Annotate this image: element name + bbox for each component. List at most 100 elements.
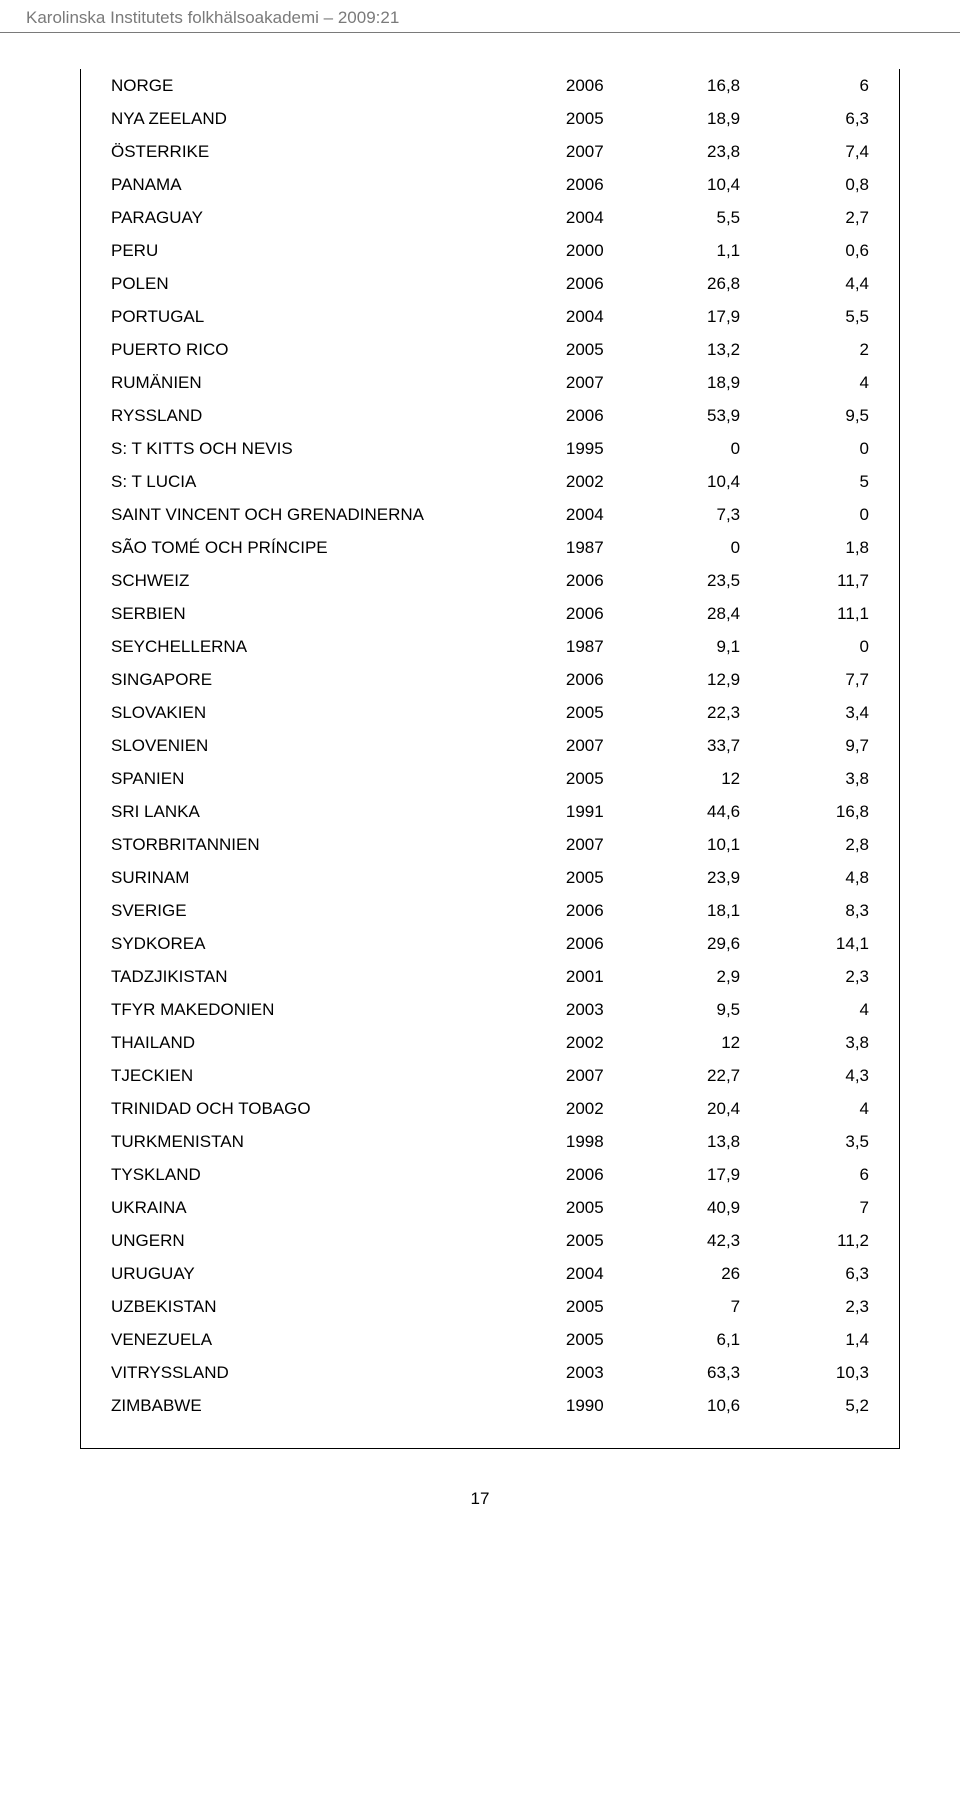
table-cell-country: SAINT VINCENT OCH GRENADINERNA — [111, 498, 475, 531]
table-row: SERBIEN200628,411,1 — [111, 597, 869, 630]
table-cell-country: SCHWEIZ — [111, 564, 475, 597]
table-cell-value2: 2,7 — [740, 201, 869, 234]
table-row: SAINT VINCENT OCH GRENADINERNA20047,30 — [111, 498, 869, 531]
table-cell-country: TRINIDAD OCH TOBAGO — [111, 1092, 475, 1125]
table-cell-year: 2007 — [475, 828, 604, 861]
table-cell-year: 2007 — [475, 729, 604, 762]
table-cell-value1: 18,1 — [604, 894, 740, 927]
table-cell-value2: 4,3 — [740, 1059, 869, 1092]
table-cell-value1: 17,9 — [604, 1158, 740, 1191]
table-cell-country: SYDKOREA — [111, 927, 475, 960]
table-cell-value2: 3,4 — [740, 696, 869, 729]
table-cell-year: 2005 — [475, 1191, 604, 1224]
table-cell-value2: 6 — [740, 69, 869, 102]
table-row: URUGUAY2004266,3 — [111, 1257, 869, 1290]
table-row: UNGERN200542,311,2 — [111, 1224, 869, 1257]
table-cell-value1: 10,6 — [604, 1389, 740, 1422]
table-row: SRI LANKA199144,616,8 — [111, 795, 869, 828]
table-cell-year: 2005 — [475, 696, 604, 729]
table-cell-country: SVERIGE — [111, 894, 475, 927]
table-row: PANAMA200610,40,8 — [111, 168, 869, 201]
table-row: SÃO TOMÉ OCH PRÍNCIPE198701,8 — [111, 531, 869, 564]
table-cell-year: 2006 — [475, 267, 604, 300]
table-cell-value1: 13,8 — [604, 1125, 740, 1158]
table-row: SCHWEIZ200623,511,7 — [111, 564, 869, 597]
table-cell-country: TYSKLAND — [111, 1158, 475, 1191]
table-cell-value1: 40,9 — [604, 1191, 740, 1224]
table-cell-year: 1990 — [475, 1389, 604, 1422]
data-table-container: NORGE200616,86NYA ZEELAND200518,96,3ÖSTE… — [80, 69, 900, 1449]
table-cell-value1: 7 — [604, 1290, 740, 1323]
table-cell-country: SERBIEN — [111, 597, 475, 630]
table-cell-year: 2006 — [475, 894, 604, 927]
table-cell-country: UZBEKISTAN — [111, 1290, 475, 1323]
table-row: ZIMBABWE199010,65,2 — [111, 1389, 869, 1422]
table-cell-year: 2003 — [475, 1356, 604, 1389]
table-row: S: T LUCIA200210,45 — [111, 465, 869, 498]
table-cell-value2: 4,4 — [740, 267, 869, 300]
table-row: THAILAND2002123,8 — [111, 1026, 869, 1059]
table-cell-country: POLEN — [111, 267, 475, 300]
table-cell-value1: 12,9 — [604, 663, 740, 696]
table-cell-year: 2003 — [475, 993, 604, 1026]
table-row: SINGAPORE200612,97,7 — [111, 663, 869, 696]
table-cell-country: ÖSTERRIKE — [111, 135, 475, 168]
table-cell-value2: 16,8 — [740, 795, 869, 828]
table-cell-value2: 5 — [740, 465, 869, 498]
table-cell-year: 1987 — [475, 531, 604, 564]
table-cell-country: TFYR MAKEDONIEN — [111, 993, 475, 1026]
data-table: NORGE200616,86NYA ZEELAND200518,96,3ÖSTE… — [111, 69, 869, 1422]
table-cell-value2: 3,8 — [740, 762, 869, 795]
table-cell-year: 2007 — [475, 135, 604, 168]
table-row: S: T KITTS OCH NEVIS199500 — [111, 432, 869, 465]
table-cell-value1: 10,4 — [604, 465, 740, 498]
table-cell-year: 2000 — [475, 234, 604, 267]
table-row: TRINIDAD OCH TOBAGO200220,44 — [111, 1092, 869, 1125]
table-cell-value2: 2 — [740, 333, 869, 366]
table-cell-value1: 5,5 — [604, 201, 740, 234]
table-cell-country: UKRAINA — [111, 1191, 475, 1224]
table-cell-country: TJECKIEN — [111, 1059, 475, 1092]
table-cell-value2: 2,3 — [740, 960, 869, 993]
table-row: TYSKLAND200617,96 — [111, 1158, 869, 1191]
table-cell-year: 2006 — [475, 69, 604, 102]
table-cell-value1: 10,4 — [604, 168, 740, 201]
table-cell-year: 2006 — [475, 399, 604, 432]
table-cell-country: UNGERN — [111, 1224, 475, 1257]
table-row: POLEN200626,84,4 — [111, 267, 869, 300]
table-row: RYSSLAND200653,99,5 — [111, 399, 869, 432]
table-cell-year: 2004 — [475, 1257, 604, 1290]
table-cell-year: 2006 — [475, 1158, 604, 1191]
table-cell-value1: 42,3 — [604, 1224, 740, 1257]
table-cell-year: 2002 — [475, 1092, 604, 1125]
table-cell-value2: 9,5 — [740, 399, 869, 432]
table-cell-value2: 4 — [740, 1092, 869, 1125]
table-row: SURINAM200523,94,8 — [111, 861, 869, 894]
table-cell-value2: 6 — [740, 1158, 869, 1191]
table-cell-country: SRI LANKA — [111, 795, 475, 828]
table-row: SEYCHELLERNA19879,10 — [111, 630, 869, 663]
table-cell-year: 1995 — [475, 432, 604, 465]
table-cell-value1: 0 — [604, 432, 740, 465]
table-cell-country: NYA ZEELAND — [111, 102, 475, 135]
table-cell-value1: 18,9 — [604, 102, 740, 135]
table-row: PERU20001,10,6 — [111, 234, 869, 267]
table-cell-value1: 63,3 — [604, 1356, 740, 1389]
table-row: PARAGUAY20045,52,7 — [111, 201, 869, 234]
table-cell-country: S: T LUCIA — [111, 465, 475, 498]
table-row: VENEZUELA20056,11,4 — [111, 1323, 869, 1356]
table-cell-country: THAILAND — [111, 1026, 475, 1059]
table-row: ÖSTERRIKE200723,87,4 — [111, 135, 869, 168]
table-cell-value1: 20,4 — [604, 1092, 740, 1125]
table-cell-value2: 0 — [740, 498, 869, 531]
table-cell-value1: 2,9 — [604, 960, 740, 993]
table-row: SLOVAKIEN200522,33,4 — [111, 696, 869, 729]
table-row: SYDKOREA200629,614,1 — [111, 927, 869, 960]
table-cell-value1: 26,8 — [604, 267, 740, 300]
table-cell-year: 1998 — [475, 1125, 604, 1158]
table-cell-year: 2006 — [475, 597, 604, 630]
table-cell-value2: 7,4 — [740, 135, 869, 168]
table-cell-year: 2002 — [475, 465, 604, 498]
table-cell-value2: 8,3 — [740, 894, 869, 927]
table-cell-year: 1991 — [475, 795, 604, 828]
